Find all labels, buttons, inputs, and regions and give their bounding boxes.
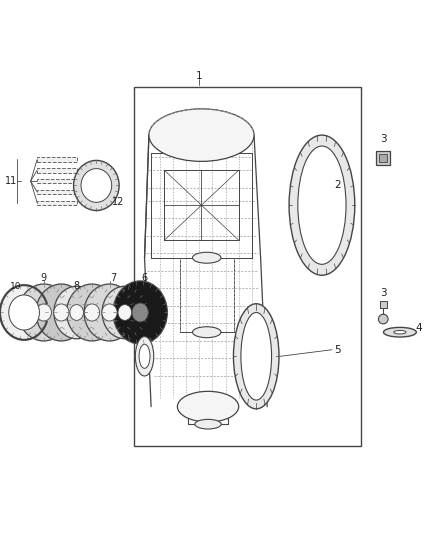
Ellipse shape [74, 160, 119, 211]
Ellipse shape [81, 168, 112, 203]
Ellipse shape [289, 135, 355, 275]
Text: 10: 10 [10, 282, 21, 290]
Bar [379, 154, 388, 162]
Text: 3: 3 [380, 288, 387, 298]
Text: 4: 4 [416, 323, 423, 333]
Ellipse shape [17, 304, 32, 321]
Ellipse shape [177, 391, 239, 422]
Ellipse shape [394, 330, 406, 334]
Text: 11: 11 [5, 176, 17, 186]
Ellipse shape [192, 252, 221, 263]
Text: 7: 7 [110, 273, 116, 283]
Ellipse shape [0, 285, 48, 340]
Bar [37, 168, 77, 173]
Bar [37, 179, 77, 183]
Bar [376, 151, 390, 165]
Ellipse shape [85, 304, 99, 321]
Ellipse shape [132, 303, 148, 322]
Bar [380, 301, 387, 308]
Ellipse shape [149, 109, 254, 161]
Bar [37, 190, 77, 195]
Text: 1: 1 [196, 71, 203, 81]
Ellipse shape [67, 284, 117, 341]
Bar [37, 157, 77, 161]
Ellipse shape [102, 304, 117, 321]
Text: 6: 6 [141, 273, 148, 283]
Text: 8: 8 [74, 281, 80, 291]
Ellipse shape [102, 286, 148, 339]
Ellipse shape [54, 286, 99, 339]
Ellipse shape [36, 304, 51, 321]
Ellipse shape [378, 314, 388, 324]
Ellipse shape [195, 419, 221, 429]
Ellipse shape [18, 284, 69, 341]
Ellipse shape [36, 284, 87, 341]
Ellipse shape [118, 304, 132, 320]
Ellipse shape [384, 327, 416, 337]
Ellipse shape [9, 295, 39, 330]
Text: 5: 5 [334, 345, 341, 355]
Ellipse shape [192, 327, 221, 338]
Bar [134, 87, 361, 446]
Ellipse shape [135, 336, 154, 376]
Ellipse shape [54, 304, 69, 321]
Text: 3: 3 [380, 134, 387, 144]
Ellipse shape [70, 304, 84, 320]
Text: 12: 12 [112, 197, 124, 207]
Ellipse shape [84, 284, 135, 341]
Text: 9: 9 [41, 273, 47, 283]
Ellipse shape [233, 304, 279, 409]
Ellipse shape [113, 281, 167, 344]
Ellipse shape [241, 312, 272, 400]
Ellipse shape [139, 344, 150, 368]
Bar [37, 200, 77, 205]
Text: 2: 2 [334, 181, 341, 190]
Ellipse shape [298, 146, 346, 264]
